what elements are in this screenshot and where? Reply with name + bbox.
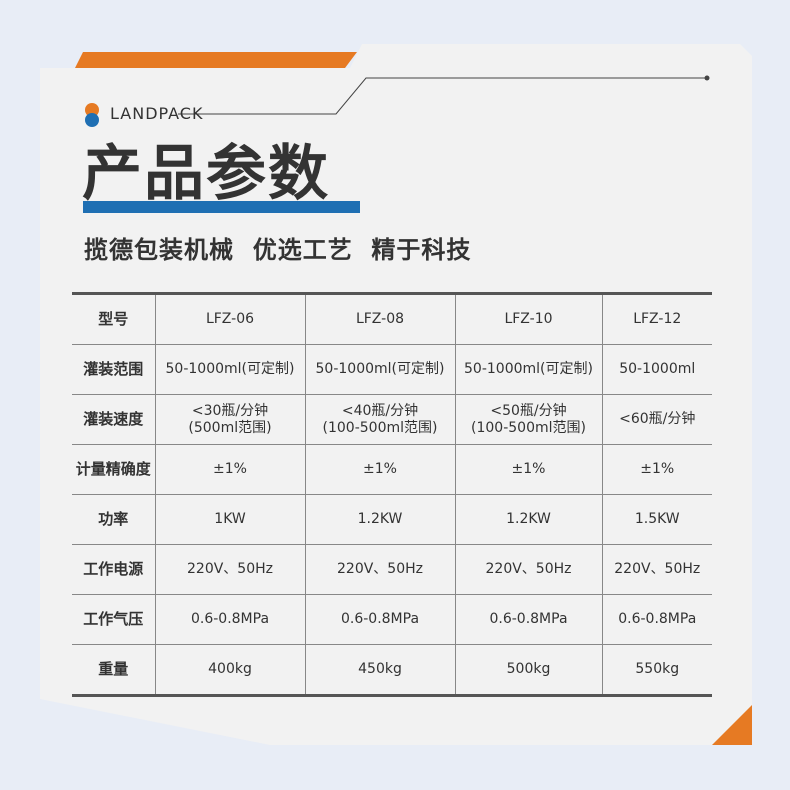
row-label: 工作气压: [72, 594, 156, 645]
table-cell: LFZ-10: [454, 293, 603, 345]
page-title: 产品参数: [82, 139, 330, 209]
table-cell: 1.2KW: [304, 494, 456, 545]
table-cell: 0.6-0.8MPa: [601, 594, 712, 645]
table-cell: 550kg: [601, 644, 712, 696]
orange-accent-bar: [75, 52, 357, 68]
table-row: 重量 400kg 450kg 500kg 550kg: [72, 644, 712, 696]
table-cell: 450kg: [304, 644, 456, 696]
table-cell: 500kg: [454, 644, 603, 696]
table-cell: <30瓶/分钟 (500ml范围): [154, 394, 306, 445]
table-cell: <50瓶/分钟 (100-500ml范围): [454, 394, 603, 445]
table-cell: ±1%: [304, 444, 456, 495]
title-underline: [83, 201, 360, 213]
table-cell: 50-1000ml(可定制): [304, 344, 456, 395]
table-cell: 220V、50Hz: [154, 544, 306, 595]
table-row: 灌装范围 50-1000ml(可定制) 50-1000ml(可定制) 50-1000m…: [72, 344, 712, 395]
row-label: 工作电源: [72, 544, 156, 595]
table-cell: LFZ-06: [154, 293, 306, 345]
table-row: 计量精确度 ±1% ±1% ±1% ±1%: [72, 444, 712, 495]
table-cell: LFZ-08: [304, 293, 456, 345]
table-cell: 400kg: [154, 644, 306, 696]
table-cell: 0.6-0.8MPa: [454, 594, 603, 645]
table-cell: 50-1000ml(可定制): [154, 344, 306, 395]
table-cell: 50-1000ml: [601, 344, 712, 395]
brand-name: LANDPACK: [110, 104, 204, 123]
table-row: 型号 LFZ-06 LFZ-08 LFZ-10 LFZ-12: [72, 293, 712, 345]
row-label: 功率: [72, 494, 156, 545]
table-cell: 1.2KW: [454, 494, 603, 545]
table-cell: ±1%: [601, 444, 712, 495]
row-label: 重量: [72, 644, 156, 696]
table-cell: ±1%: [454, 444, 603, 495]
row-label: 型号: [72, 293, 156, 345]
row-label: 灌装范围: [72, 344, 156, 395]
table-row: 工作气压 0.6-0.8MPa 0.6-0.8MPa 0.6-0.8MPa 0.6-0.…: [72, 594, 712, 645]
logo-blue-dot-icon: [85, 113, 99, 127]
slogan: 揽德包装机械 优选工艺 精于科技: [84, 236, 472, 264]
table-cell: 0.6-0.8MPa: [154, 594, 306, 645]
table-row: 灌装速度 <30瓶/分钟 (500ml范围) <40瓶/分钟 (100-500ml范…: [72, 394, 712, 445]
table-cell: 220V、50Hz: [304, 544, 456, 595]
table-row: 功率 1KW 1.2KW 1.2KW 1.5KW: [72, 494, 712, 545]
table-cell: 0.6-0.8MPa: [304, 594, 456, 645]
table-cell: <40瓶/分钟 (100-500ml范围): [304, 394, 456, 445]
table-cell: ±1%: [154, 444, 306, 495]
spec-table: 型号 LFZ-06 LFZ-08 LFZ-10 LFZ-12 灌装范围 50-1000ml(…: [72, 292, 712, 697]
table-cell: 1.5KW: [601, 494, 712, 545]
table-cell: 220V、50Hz: [601, 544, 712, 595]
table-row: 工作电源 220V、50Hz 220V、50Hz 220V、50Hz 220V、50Hz: [72, 544, 712, 595]
table-cell: <60瓶/分钟: [601, 394, 712, 445]
table-cell: 1KW: [154, 494, 306, 545]
row-label: 灌装速度: [72, 394, 156, 445]
row-label: 计量精确度: [72, 444, 156, 495]
table-cell: LFZ-12: [601, 293, 712, 345]
table-cell: 220V、50Hz: [454, 544, 603, 595]
table-cell: 50-1000ml(可定制): [454, 344, 603, 395]
